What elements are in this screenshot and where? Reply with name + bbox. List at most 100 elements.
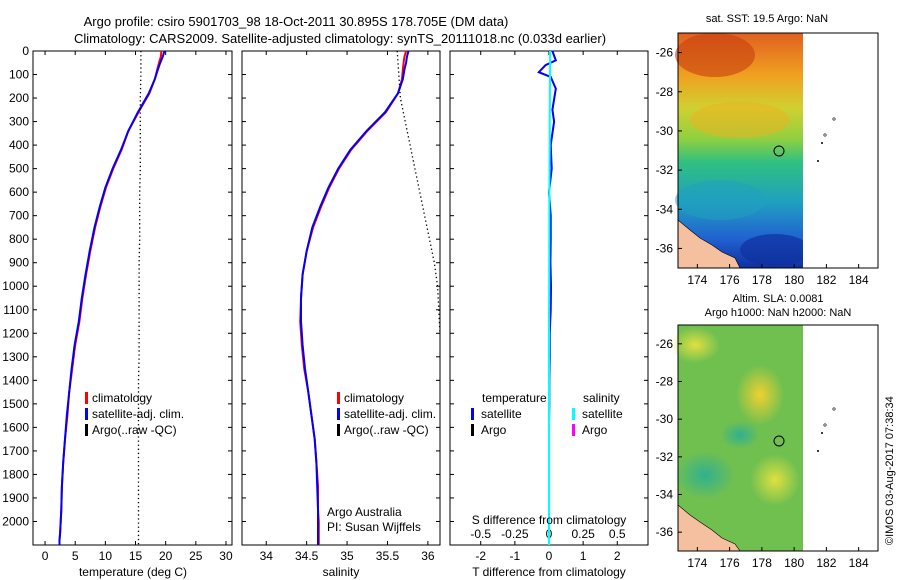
depth-tick-label: 100: [9, 68, 29, 82]
legend-argo: Argo(..raw -QC): [344, 423, 429, 437]
difference-x2label: S difference from climatology: [472, 513, 627, 527]
island-marker: [817, 450, 819, 452]
map-y-tick-label: -34: [656, 202, 674, 216]
sla-map-title-line1: Altim. SLA: 0.0081: [732, 293, 823, 305]
x-tick-label: 25: [189, 549, 203, 563]
x-tick-label: 35: [340, 549, 354, 563]
salinity-annotation-line2: PI: Susan Wijffels: [327, 520, 421, 534]
map-x-tick-label: 180: [784, 273, 804, 287]
map-y-tick-label: -32: [656, 163, 674, 177]
series-argo-raw-qc: [137, 51, 142, 545]
legend-swatch-temp-satellite: [471, 408, 474, 420]
depth-tick-label: 1800: [2, 467, 29, 481]
legend-swatch-satellite-adj: [337, 408, 340, 420]
depth-tick-label: 300: [9, 115, 29, 129]
map-x-tick-label: 174: [687, 556, 707, 570]
legend-satellite-adj: satellite-adj. clim.: [92, 407, 184, 421]
map-x-tick-label: 182: [816, 556, 836, 570]
series-satellite-adj-clim: [300, 50, 410, 545]
map-y-tick-label: -36: [656, 525, 674, 539]
salinity-x-axis: 34 34.5 35 35.5 36: [260, 51, 435, 563]
depth-tick-label: 500: [9, 162, 29, 176]
map-y-tick-label: -30: [656, 412, 674, 426]
difference-series: [537, 50, 558, 545]
series-temperature-satellite: [537, 50, 558, 545]
x-tick-label: 34: [260, 549, 274, 563]
depth-tick-label: 1000: [2, 279, 29, 293]
depth-tick-label: 900: [9, 256, 29, 270]
legend-salinity: salinity: [583, 391, 620, 405]
x-tick-label: 0: [546, 549, 553, 563]
depth-tick-label: 1200: [2, 326, 29, 340]
legend-climatology: climatology: [344, 391, 404, 405]
sla-high-patch: [750, 454, 800, 506]
x-tick-label: 30: [219, 549, 233, 563]
sst-cool-patch: [740, 234, 810, 266]
salinity-xlabel: salinity: [323, 565, 360, 579]
map-y-tick-label: -34: [656, 488, 674, 502]
map-y-tick-label: -36: [656, 241, 674, 255]
sst-patch: [690, 102, 790, 138]
sla-no-data: [803, 325, 878, 551]
sst-map-axes: 174 176 178 180 182 184 -26 -28 -30 -32 -34 -36: [656, 46, 869, 287]
salinity-annotation-line1: Argo Australia: [327, 505, 402, 519]
legend-argo: Argo(..raw -QC): [92, 423, 177, 437]
x-tick-label: -1: [510, 549, 521, 563]
sla-high-patch: [736, 365, 784, 425]
map-y-tick-label: -32: [656, 450, 674, 464]
map-x-tick-label: 180: [784, 556, 804, 570]
map-y-tick-label: -28: [656, 375, 674, 389]
x2-tick-label: -0.5: [470, 527, 491, 541]
map-y-tick-label: -28: [656, 85, 674, 99]
depth-tick-label: 1700: [2, 444, 29, 458]
x-tick-label: -2: [475, 549, 486, 563]
legend-swatch-climatology: [337, 392, 340, 404]
legend-sal-satellite: satellite: [582, 407, 623, 421]
argo-float-marker: [773, 145, 785, 157]
sla-high-patch: [670, 327, 720, 363]
argo-float-marker: [773, 435, 785, 447]
island-marker: [823, 133, 827, 137]
map-y-tick-label: -26: [656, 337, 674, 351]
legend-swatch-argo: [337, 424, 340, 436]
depth-tick-label: 1300: [2, 350, 29, 364]
difference-legend: temperature satellite Argo salinity sate…: [471, 391, 623, 437]
legend-swatch-sal-satellite: [572, 408, 575, 420]
salinity-legend: climatology satellite-adj. clim. Argo(..…: [337, 391, 436, 437]
island-marker: [832, 407, 836, 411]
x-tick-label: 15: [129, 549, 143, 563]
map-x-tick-label: 178: [752, 273, 772, 287]
map-x-tick-label: 184: [849, 273, 869, 287]
island-marker: [821, 142, 823, 144]
x-tick-label: 2: [614, 549, 621, 563]
legend-satellite-adj: satellite-adj. clim.: [344, 407, 436, 421]
sla-map-axes: 174 176 178 180 182 184 -26 -28 -30 -32 -34 -36: [656, 337, 869, 570]
depth-tick-label: 1400: [2, 373, 29, 387]
legend-swatch-argo: [85, 424, 88, 436]
map-y-tick-label: -26: [656, 46, 674, 60]
map-x-tick-label: 176: [720, 556, 740, 570]
legend-temperature: temperature: [482, 391, 547, 405]
sla-map: [670, 324, 879, 552]
map-x-tick-label: 176: [720, 273, 740, 287]
sst-no-data: [803, 33, 878, 268]
sla-low-patch: [675, 451, 735, 499]
legend-sal-argo: Argo: [582, 423, 608, 437]
temperature-legend: climatology satellite-adj. clim. Argo(..…: [85, 391, 184, 437]
difference-xlabel: T difference from climatology: [472, 565, 626, 579]
map-y-tick-label: -30: [656, 124, 674, 138]
temperature-x-axis: 0 5 10 15 20 25 30: [42, 51, 233, 563]
sst-map-title: sat. SST: 19.5 Argo: NaN: [706, 13, 828, 25]
island-marker: [832, 117, 836, 121]
x-tick-label: 5: [72, 549, 79, 563]
depth-axis: 0 100 200 300 400 500 600 700 800 900 1000 1100 1200…: [2, 44, 648, 528]
x-tick-label: 36: [421, 549, 435, 563]
sst-warm-patch: [675, 33, 755, 77]
x2-tick-label: 0.5: [609, 527, 626, 541]
depth-tick-label: 0: [22, 44, 29, 58]
island-marker: [821, 432, 823, 434]
figure-title-line1: Argo profile: csiro 5901703_98 18-Oct-20…: [84, 14, 509, 29]
map-x-tick-label: 178: [752, 556, 772, 570]
temperature-series: [58, 50, 166, 545]
